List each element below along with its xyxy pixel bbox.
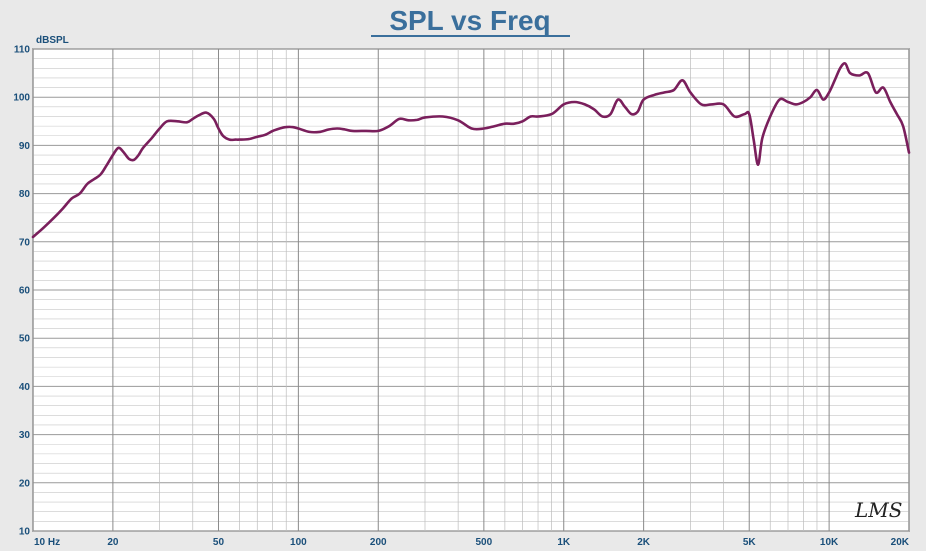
- x-tick-label: 20K: [891, 537, 910, 548]
- chart-title: SPL vs Freq: [389, 5, 550, 36]
- y-tick-label: 60: [19, 286, 31, 297]
- y-tick-label: 70: [19, 237, 31, 248]
- lms-logo: LMS: [854, 498, 902, 522]
- y-tick-label: 80: [19, 189, 31, 200]
- y-tick-label: 50: [19, 334, 31, 345]
- grid-lines: [32, 48, 910, 532]
- x-tick-label: 10 Hz: [34, 537, 60, 548]
- x-tick-label: 200: [370, 537, 387, 548]
- x-tick-label: 2K: [637, 537, 651, 548]
- x-tick-label: 5K: [743, 537, 757, 548]
- x-tick-labels: 10 Hz 20 50 100 200 500 1K 2K 5K 10K 20K: [34, 537, 910, 548]
- y-tick-labels: 10 20 30 40 50 60 70 80 90 100 110: [13, 45, 30, 538]
- x-tick-label: 50: [213, 537, 225, 548]
- x-tick-label: 100: [290, 537, 307, 548]
- y-tick-label: 110: [14, 45, 31, 56]
- y-tick-label: 10: [19, 527, 31, 538]
- y-tick-label: 40: [19, 382, 31, 393]
- series-layer: [31, 62, 911, 239]
- x-tick-label: 20: [107, 537, 119, 548]
- x-tick-label: 500: [476, 537, 493, 548]
- y-tick-label: 90: [19, 141, 31, 152]
- y-tick-label: 20: [19, 478, 31, 489]
- spl-curve: [31, 62, 911, 239]
- y-axis-unit-label: dBSPL: [36, 35, 69, 46]
- y-tick-label: 30: [19, 430, 31, 441]
- y-tick-label: 100: [13, 93, 30, 104]
- x-tick-label: 10K: [820, 537, 839, 548]
- x-tick-label: 1K: [557, 537, 571, 548]
